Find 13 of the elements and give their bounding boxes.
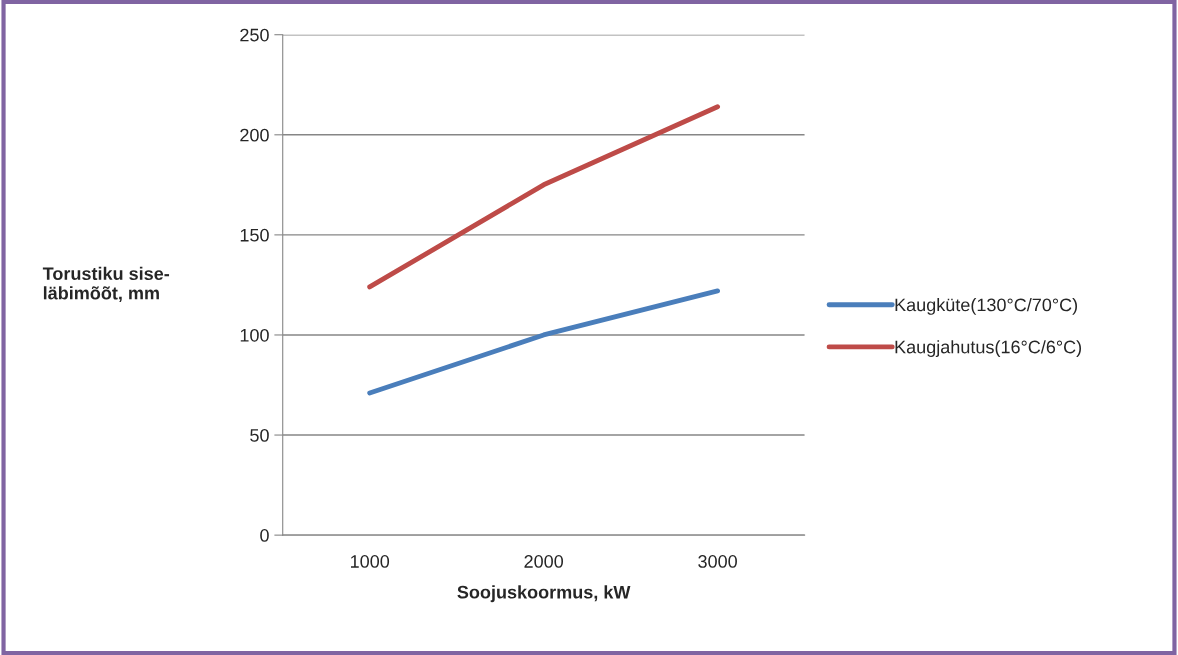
- y-tick-label: 250: [240, 28, 269, 42]
- y-tick-label: 100: [240, 328, 269, 342]
- x-tick-label: 3000: [698, 555, 737, 568]
- x-tick-label: 1000: [350, 555, 390, 568]
- x-axis-title: Soojuskoormus, kW: [457, 585, 631, 603]
- y-axis-title: Torustiku sise- läbimõõt, mm: [42, 266, 170, 303]
- y-tick-label: 0: [260, 529, 269, 542]
- y-tick-label: 150: [240, 228, 269, 242]
- legend-label: Kaugküte(130°C/70°C): [895, 298, 1078, 315]
- y-tick-label: 200: [240, 128, 269, 142]
- legend-label: Kaugjahutus(16°C/6°C): [895, 340, 1082, 357]
- y-tick-label: 50: [250, 428, 269, 442]
- x-tick-label: 2000: [524, 555, 564, 568]
